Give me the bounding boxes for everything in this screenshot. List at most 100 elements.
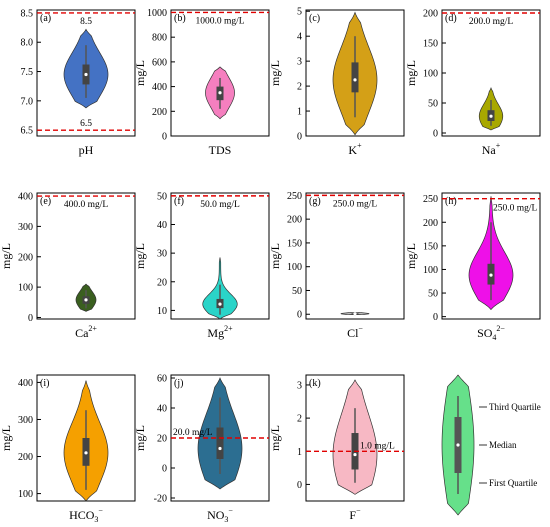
- panel-b: 0 200 400 600 800 1000 mg/L (b) 1000.0 mg/L TDS: [133, 8, 270, 157]
- x-axis-label-main: K: [348, 143, 357, 157]
- y-tick-label: 50: [428, 289, 438, 300]
- y-tick-label: 150: [423, 241, 438, 252]
- panel-tag: (a): [40, 13, 51, 24]
- legend-median: [456, 443, 460, 447]
- y-tick-label: 7.0: [21, 96, 34, 107]
- y-tick-label: 200: [18, 452, 33, 463]
- panel-h: 0 50 100 150 200 250 mg/L (h) 250.0 mg/L SO42−: [404, 192, 541, 342]
- y-tick-label: 200: [18, 252, 33, 263]
- y-tick-label: 0: [28, 313, 33, 324]
- y-tick-label: 300: [18, 222, 33, 233]
- y-axis-label: mg/L: [0, 425, 13, 451]
- y-tick-label: 0: [433, 312, 438, 323]
- x-axis-label: Cl−: [347, 324, 363, 340]
- x-axis-label: SO42−: [477, 324, 505, 342]
- iqr-box: [216, 427, 224, 459]
- y-axis-label: mg/L: [404, 60, 418, 86]
- y-tick-label: 8.5: [21, 8, 34, 19]
- y-tick-label: 200: [423, 9, 438, 20]
- y-tick-label: 40: [157, 220, 167, 231]
- y-tick-label: 300: [18, 415, 33, 426]
- x-axis-label-main: Ca: [75, 326, 89, 340]
- y-axis-label: mg/L: [268, 425, 282, 451]
- y-tick-label: 1: [297, 447, 302, 458]
- panel-tag: (h): [445, 196, 457, 207]
- legend-item-label: Median: [489, 440, 517, 450]
- y-tick-label: 0: [433, 129, 438, 140]
- y-axis-label: mg/L: [133, 60, 147, 86]
- median-marker: [84, 298, 88, 302]
- x-axis-label: Na+: [482, 141, 501, 157]
- axes-frame: [36, 192, 136, 320]
- x-axis-label-main: SO: [477, 326, 493, 340]
- y-tick-label: 150: [423, 39, 438, 50]
- panel-tag: (d): [445, 13, 457, 24]
- median-marker: [353, 312, 357, 316]
- median-marker: [218, 302, 222, 306]
- y-tick-label: 4: [297, 32, 302, 43]
- axes-frame: [305, 192, 405, 320]
- panel-g: 0 50 100 150 200 250 mg/L (g) 250.0 mg/L Cl−: [268, 191, 405, 340]
- y-axis-label: mg/L: [133, 243, 147, 269]
- legend-item-label: First Quartile: [489, 478, 537, 488]
- x-axis-label: pH: [79, 143, 94, 157]
- axes-frame: [305, 9, 405, 137]
- axes-frame: [36, 9, 136, 137]
- y-tick-label: 0: [162, 132, 167, 143]
- x-axis-label: TDS: [209, 143, 232, 157]
- y-tick-label: 20: [157, 277, 167, 288]
- y-tick-label: 100: [423, 265, 438, 276]
- y-tick-label: 60: [157, 374, 167, 385]
- panel-k: 0 1 2 3 mg/L (k) 1.0 mg/L F−: [268, 374, 405, 522]
- x-axis-label: HCO3−: [69, 506, 103, 524]
- panel-tag: (i): [40, 378, 49, 389]
- y-tick-label: 250: [423, 194, 438, 205]
- panel-d: 0 50 100 150 200 mg/L (d) 200.0 mg/L Na+: [404, 9, 541, 157]
- panel-tag: (b): [174, 13, 186, 24]
- y-tick-label: 0: [297, 310, 302, 321]
- panel-e: 0 100 200 300 400 mg/L (e) 400.0 mg/L Ca2+: [0, 192, 136, 340]
- panel-tag: (e): [40, 196, 51, 207]
- y-tick-label: 3: [297, 380, 302, 391]
- reference-label: 250.0 mg/L: [493, 204, 538, 214]
- y-tick-label: 800: [152, 33, 167, 44]
- reference-label: 6.5: [80, 119, 92, 129]
- x-axis-label: K+: [348, 141, 362, 157]
- y-tick-label: 8.0: [21, 38, 34, 49]
- y-axis-label: mg/L: [133, 425, 147, 451]
- reference-label: 20.0 mg/L: [173, 428, 213, 438]
- median-marker: [218, 91, 222, 95]
- y-tick-label: 2: [297, 82, 302, 93]
- x-axis-label-sub: 3: [224, 515, 228, 524]
- y-tick-label: 1: [297, 107, 302, 118]
- x-axis-label-main: Mg: [207, 326, 224, 340]
- y-tick-label: 100: [18, 283, 33, 294]
- panel-tag: (j): [174, 378, 183, 389]
- reference-label: 1000.0 mg/L: [195, 16, 244, 26]
- x-axis-label: NO3−: [207, 506, 233, 524]
- y-tick-label: 100: [423, 69, 438, 80]
- axes-frame: [305, 374, 405, 502]
- x-axis-label-sup: 2+: [88, 324, 97, 333]
- y-tick-label: 400: [18, 192, 33, 203]
- y-tick-label: -20: [154, 494, 167, 505]
- panel-tag: (g): [309, 196, 321, 207]
- panel-tag: (f): [174, 196, 184, 207]
- legend-panel: Third Quartile Median First Quartile: [441, 374, 541, 516]
- y-tick-label: 0: [297, 132, 302, 143]
- y-tick-label: 50: [157, 191, 167, 202]
- median-marker: [353, 452, 357, 457]
- y-axis-label: mg/L: [268, 60, 282, 86]
- y-tick-label: 3: [297, 57, 302, 68]
- reference-label: 8.5: [80, 17, 92, 27]
- y-tick-label: 50: [292, 286, 302, 297]
- legend-item-label: Third Quartile: [489, 402, 541, 412]
- y-tick-label: 100: [18, 489, 33, 500]
- y-tick-label: 200: [423, 218, 438, 229]
- x-axis-label-main: Cl: [347, 326, 359, 340]
- panel-j: -20 0 20 40 60 mg/L (j) 20.0 mg/L NO3−: [133, 374, 270, 524]
- y-tick-label: 250: [287, 191, 302, 202]
- x-axis-label-main: TDS: [209, 143, 232, 157]
- x-axis-label-sub: 3: [94, 515, 98, 524]
